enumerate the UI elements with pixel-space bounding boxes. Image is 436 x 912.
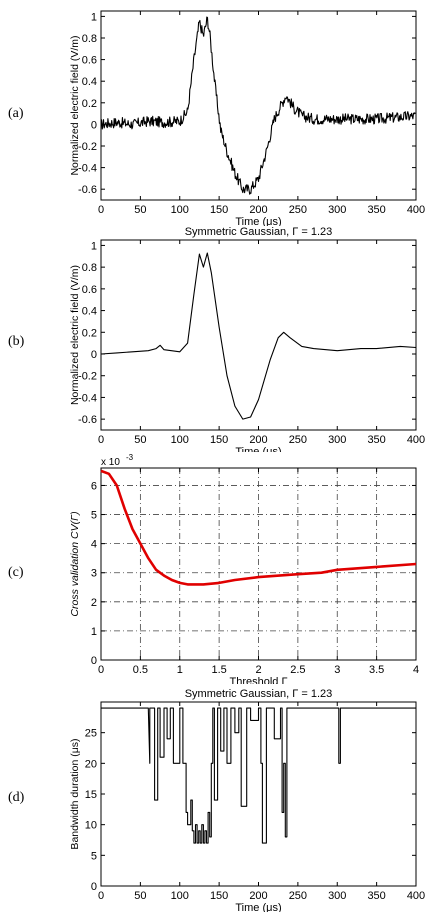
x-tick-label: 3.5 <box>369 664 384 676</box>
x-tick-label: 1 <box>177 664 183 676</box>
panel-label-b: (b) <box>8 334 25 349</box>
y-tick-label: 5 <box>91 510 97 522</box>
y-tick-label: 0 <box>91 119 97 131</box>
x-tick-label: 200 <box>249 204 267 216</box>
chart-title: Symmetric Gaussian, Γ = 1.23 <box>185 226 333 238</box>
x-tick-label: 250 <box>289 434 307 446</box>
y-tick-label: -0.4 <box>78 163 97 175</box>
y-tick-label: 0.6 <box>82 284 97 296</box>
series-line <box>100 252 417 420</box>
y-axis-label: Cross validation CV(Γ) <box>69 511 81 616</box>
y-exponent-power: -3 <box>126 453 134 462</box>
y-exponent-base: x 10 <box>101 457 120 468</box>
y-tick-label: 3 <box>91 568 97 580</box>
x-axis-label: Time (μs) <box>235 216 281 226</box>
x-tick-label: 2.5 <box>290 664 305 676</box>
series-line <box>100 16 416 195</box>
panel-label-a: (a) <box>8 106 24 121</box>
x-tick-label: 1.5 <box>211 664 226 676</box>
y-axis-label: Normalized electric field (V/m) <box>69 35 81 175</box>
x-axis-label: Time (μs) <box>235 446 281 452</box>
x-tick-label: 400 <box>407 204 425 216</box>
x-tick-label: 150 <box>210 890 228 902</box>
y-axis-label: Bandwidth duration (μs) <box>69 738 81 849</box>
x-tick-label: 100 <box>171 204 189 216</box>
x-tick-label: 150 <box>210 434 228 446</box>
x-tick-label: 300 <box>328 890 346 902</box>
axes-frame <box>100 239 417 431</box>
x-tick-label: 300 <box>328 434 346 446</box>
y-tick-label: 0.2 <box>82 98 97 110</box>
chart-b-gaussian-filtered-field: 0 50 100 150 200 250 300 350 400 -0.6 -0.4 -0.2 0 0.2… <box>69 226 425 452</box>
x-tick-label: 3 <box>334 664 340 676</box>
x-tick-label: 4 <box>413 664 419 676</box>
x-tick-label: 50 <box>134 890 146 902</box>
y-tick-label: 0.6 <box>82 55 97 67</box>
x-axis-label: Time (μs) <box>235 902 281 912</box>
x-tick-label: 400 <box>407 434 425 446</box>
x-tick-label: 2 <box>255 664 261 676</box>
panel-label-c: (c) <box>8 565 24 580</box>
axes-frame <box>100 10 417 201</box>
panel-label-d: (d) <box>8 790 25 805</box>
x-tick-label: 50 <box>134 434 146 446</box>
x-axis-label: Threshold Γ <box>229 676 287 684</box>
y-tick-label: 1 <box>91 626 97 638</box>
chart-title: Symmetric Gaussian, Γ = 1.23 <box>185 688 333 700</box>
x-tick-label: 400 <box>407 890 425 902</box>
chart-c-cross-validation: 0 0.5 1 1.5 2 2.5 3 3.5 4 0 1 2 3 4 5 6 Threshold Γ Cross… <box>69 453 419 684</box>
x-tick-label: 150 <box>210 204 228 216</box>
x-tick-label: 250 <box>289 204 307 216</box>
y-tick-label: 25 <box>85 728 97 740</box>
y-tick-label: 0 <box>91 349 97 361</box>
y-tick-label: 0.8 <box>82 33 97 45</box>
x-tick-label: 0 <box>98 434 104 446</box>
chart-a-raw-electric-field: 0 50 100 150 200 250 300 350 400 -0.6 -0.4 -0.2 0 0.2… <box>69 10 425 226</box>
x-tick-label: 0.5 <box>133 664 148 676</box>
y-tick-label: 0 <box>91 881 97 893</box>
y-tick-label: -0.6 <box>78 184 97 196</box>
x-tick-label: 350 <box>367 890 385 902</box>
x-tick-label: 0 <box>98 890 104 902</box>
y-tick-label: -0.2 <box>78 371 97 383</box>
y-tick-label: 4 <box>91 539 97 551</box>
y-tick-label: 5 <box>91 850 97 862</box>
y-tick-label: -0.4 <box>78 392 97 404</box>
y-tick-label: 0 <box>91 655 97 667</box>
x-tick-label: 100 <box>171 434 189 446</box>
series-line <box>100 469 417 586</box>
y-tick-label: 2 <box>91 597 97 609</box>
y-tick-label: 0.2 <box>82 327 97 339</box>
x-tick-label: 0 <box>98 204 104 216</box>
x-tick-label: 50 <box>134 204 146 216</box>
y-tick-label: -0.2 <box>78 141 97 153</box>
y-tick-label: 1 <box>91 11 97 23</box>
x-tick-label: 350 <box>367 204 385 216</box>
x-tick-label: 0 <box>98 664 104 676</box>
x-tick-label: 300 <box>328 204 346 216</box>
y-tick-label: 1 <box>91 240 97 252</box>
x-tick-label: 350 <box>367 434 385 446</box>
y-tick-label: 15 <box>85 789 97 801</box>
y-axis-label: Normalized electric field (V/m) <box>69 265 81 405</box>
y-tick-label: 0.4 <box>82 76 97 88</box>
x-tick-label: 200 <box>249 890 267 902</box>
y-tick-label: 6 <box>91 480 97 492</box>
x-tick-label: 100 <box>171 890 189 902</box>
y-tick-label: 10 <box>85 820 97 832</box>
y-tick-label: 0.4 <box>82 306 97 318</box>
x-tick-label: 250 <box>289 890 307 902</box>
series-line <box>101 707 416 844</box>
chart-d-bandwidth-duration: 0 50 100 150 200 250 300 350 400 0 5 10 15 20 25 Symmet… <box>69 688 425 912</box>
y-tick-label: 20 <box>85 758 97 770</box>
x-tick-label: 200 <box>249 434 267 446</box>
axes-frame <box>100 701 417 887</box>
y-tick-label: 0.8 <box>82 262 97 274</box>
y-tick-label: -0.6 <box>78 414 97 426</box>
